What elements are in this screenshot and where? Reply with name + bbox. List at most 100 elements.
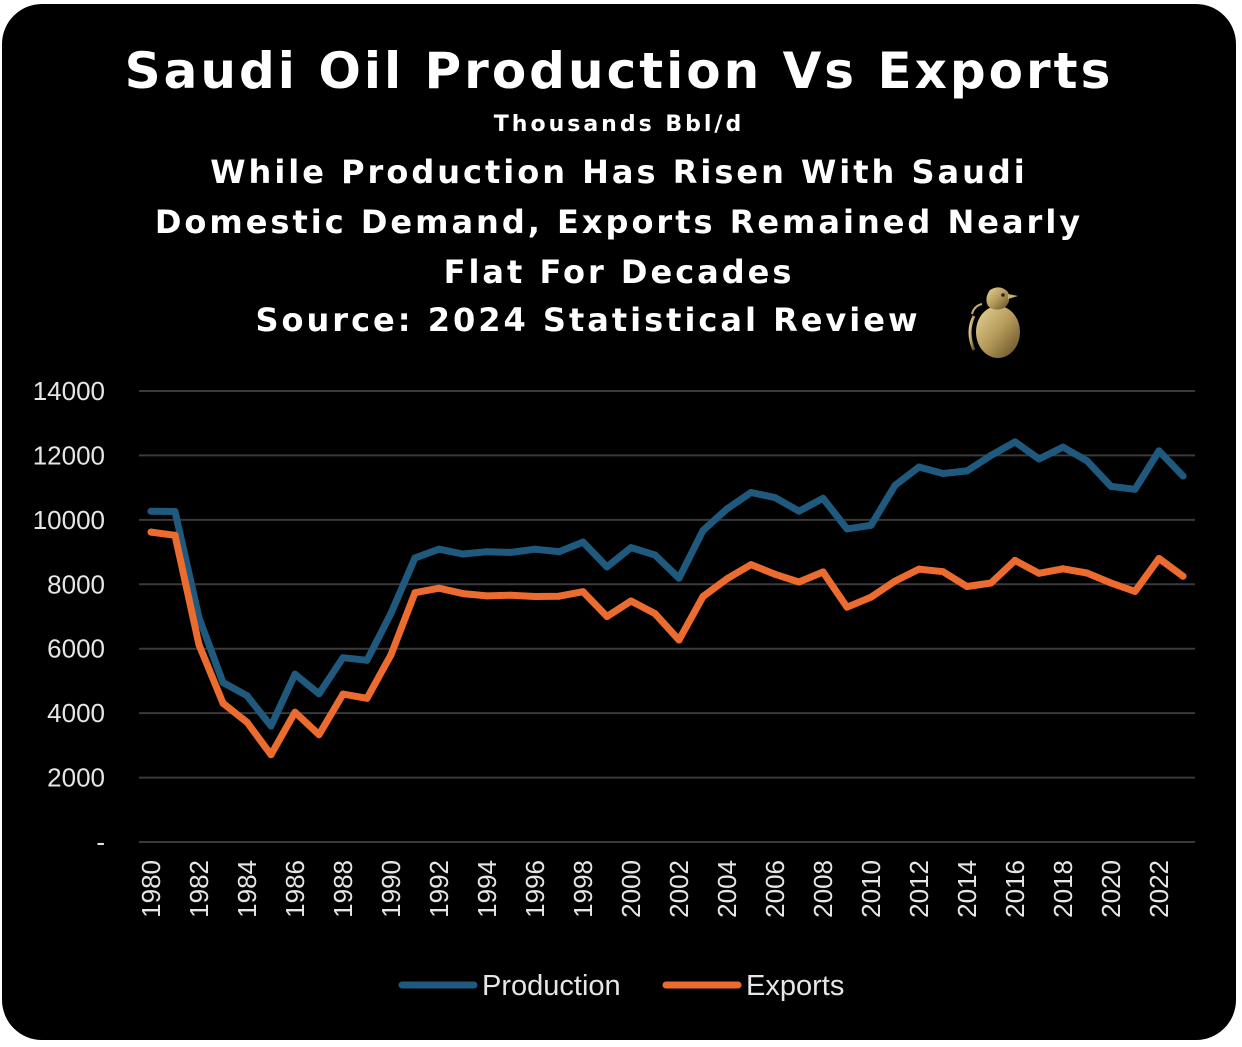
x-tick-label: 2006 — [760, 860, 790, 918]
data-point-exports — [219, 699, 227, 707]
data-point-exports — [915, 565, 923, 573]
data-point-production — [1011, 438, 1019, 446]
data-point-exports — [555, 592, 563, 600]
data-point-exports — [531, 593, 539, 600]
data-point-production — [1155, 447, 1163, 455]
data-point-exports — [459, 590, 467, 598]
data-point-production — [195, 614, 203, 622]
data-point-exports — [339, 690, 347, 698]
grid-lines — [139, 390, 1195, 843]
bird-on-egg-icon — [968, 287, 1020, 358]
x-tick-label: 1986 — [280, 860, 310, 918]
data-point-production — [1059, 443, 1067, 451]
data-point-exports — [435, 584, 443, 592]
data-point-exports — [387, 651, 395, 659]
legend-label: Exports — [746, 970, 844, 1002]
x-tick-label: 1980 — [136, 860, 166, 918]
y-tick-label: - — [96, 827, 105, 857]
data-point-exports — [171, 531, 179, 539]
data-point-exports — [963, 583, 971, 590]
data-point-exports — [675, 636, 683, 644]
data-point-exports — [987, 579, 995, 587]
data-point-exports — [1107, 579, 1115, 587]
data-point-production — [531, 545, 539, 553]
data-point-exports — [627, 597, 635, 605]
data-point-production — [963, 467, 971, 475]
data-point-exports — [939, 568, 947, 576]
data-point-exports — [291, 708, 299, 716]
x-tick-label: 2008 — [808, 860, 838, 918]
chart-title: Saudi Oil Production Vs Exports — [124, 42, 1114, 100]
data-point-production — [243, 692, 251, 700]
data-point-exports — [891, 577, 899, 585]
series-line-production — [147, 438, 1187, 730]
data-point-production — [603, 563, 611, 571]
x-axis-ticks: 1980 1982 1984 1986 1988 1990 1992 1994 1996 1998… — [136, 860, 1174, 918]
data-point-production — [771, 494, 779, 502]
data-point-exports — [843, 603, 851, 611]
legend: Production Exports — [398, 970, 844, 1002]
x-tick-label: 2012 — [904, 860, 934, 918]
data-point-exports — [315, 731, 323, 739]
data-point-production — [843, 525, 851, 533]
data-point-production — [555, 548, 563, 556]
data-point-exports — [507, 591, 515, 599]
x-tick-label: 2020 — [1096, 860, 1126, 918]
data-point-production — [387, 609, 395, 617]
x-tick-label: 2014 — [952, 860, 982, 918]
data-point-production — [339, 654, 347, 662]
data-point-exports — [411, 589, 419, 597]
x-tick-label: 2022 — [1144, 860, 1174, 918]
data-point-exports — [1083, 569, 1091, 577]
data-point-exports — [651, 610, 659, 618]
data-point-production — [435, 545, 443, 553]
x-tick-label: 2010 — [856, 860, 886, 918]
data-point-production — [267, 722, 275, 730]
data-point-exports — [771, 570, 779, 578]
data-point-exports — [795, 578, 803, 586]
data-point-production — [171, 508, 179, 515]
data-point-production — [867, 521, 875, 529]
data-point-production — [579, 538, 587, 546]
data-point-production — [627, 544, 635, 552]
units-label: Thousands Bbl/d — [493, 112, 745, 137]
y-tick-label: 2000 — [47, 763, 105, 793]
data-point-production — [1179, 472, 1187, 480]
data-point-production — [795, 507, 803, 515]
data-point-exports — [1059, 565, 1067, 573]
data-point-production — [507, 548, 515, 556]
x-tick-label: 2002 — [664, 860, 694, 918]
y-tick-label: 14000 — [33, 376, 105, 406]
data-point-exports — [363, 694, 371, 702]
data-point-production — [939, 470, 947, 477]
data-point-exports — [147, 528, 155, 536]
data-point-production — [219, 679, 227, 686]
data-point-production — [915, 463, 923, 471]
chart-subtitle: While Production Has Risen With Saudi Do… — [154, 153, 1084, 291]
data-point-exports — [1179, 572, 1187, 580]
legend-label: Production — [482, 970, 621, 1002]
data-point-production — [147, 507, 155, 515]
data-point-exports — [747, 561, 755, 569]
data-point-production — [987, 451, 995, 459]
data-point-production — [1035, 455, 1043, 463]
x-tick-label: 1994 — [472, 860, 502, 918]
data-point-exports — [195, 641, 203, 649]
y-tick-label: 4000 — [47, 698, 105, 728]
y-tick-label: 12000 — [33, 440, 105, 470]
x-tick-label: 2000 — [616, 860, 646, 918]
data-point-production — [1131, 485, 1139, 493]
data-point-exports — [699, 593, 707, 600]
data-point-exports — [867, 593, 875, 601]
y-axis-ticks: - 2000 4000 6000 8000 10000 12000 14000 — [33, 376, 105, 857]
data-point-exports — [579, 588, 587, 596]
x-tick-label: 1996 — [520, 860, 550, 918]
data-point-exports — [243, 718, 251, 726]
series-lines — [147, 438, 1187, 759]
data-point-production — [675, 574, 683, 582]
data-point-exports — [603, 613, 611, 620]
data-point-production — [1083, 457, 1091, 465]
data-point-production — [411, 554, 419, 562]
data-point-production — [699, 527, 707, 534]
